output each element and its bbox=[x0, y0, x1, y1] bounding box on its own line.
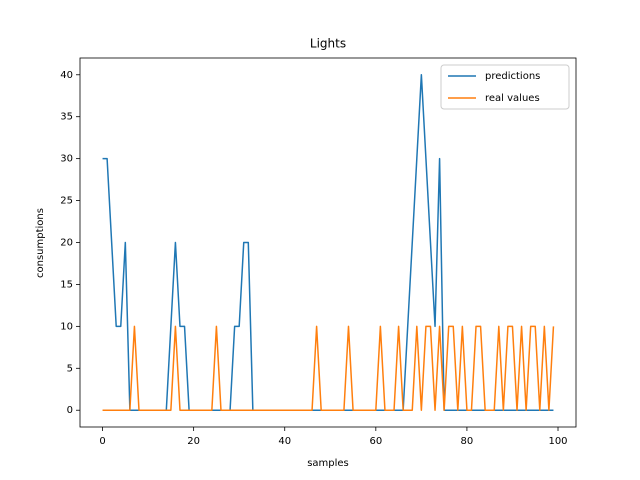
chart-title: Lights bbox=[310, 37, 346, 51]
legend-label: real values bbox=[485, 93, 540, 104]
y-tick-label: 0 bbox=[67, 405, 73, 416]
x-tick-label: 80 bbox=[461, 436, 474, 447]
y-tick-label: 40 bbox=[60, 70, 73, 81]
x-tick-label: 0 bbox=[99, 436, 105, 447]
plot-frame bbox=[79, 57, 577, 428]
y-axis-label: consumptions bbox=[35, 208, 46, 278]
y-tick-label: 20 bbox=[60, 238, 73, 249]
y-tick-label: 15 bbox=[60, 279, 73, 290]
y-tick-label: 5 bbox=[67, 363, 73, 374]
series-line bbox=[102, 325, 555, 411]
y-tick-label: 35 bbox=[60, 112, 73, 123]
x-tick-label: 100 bbox=[548, 436, 567, 447]
x-tick-label: 60 bbox=[369, 436, 382, 447]
x-tick-label: 20 bbox=[187, 436, 200, 447]
y-tick-label: 30 bbox=[60, 154, 73, 165]
y-tick-label: 25 bbox=[60, 196, 73, 207]
y-tick-label: 10 bbox=[60, 321, 73, 332]
x-tick-label: 40 bbox=[278, 436, 291, 447]
legend: predictions real values bbox=[440, 64, 570, 110]
x-axis-label: samples bbox=[307, 458, 349, 469]
legend-label: predictions bbox=[485, 71, 540, 82]
